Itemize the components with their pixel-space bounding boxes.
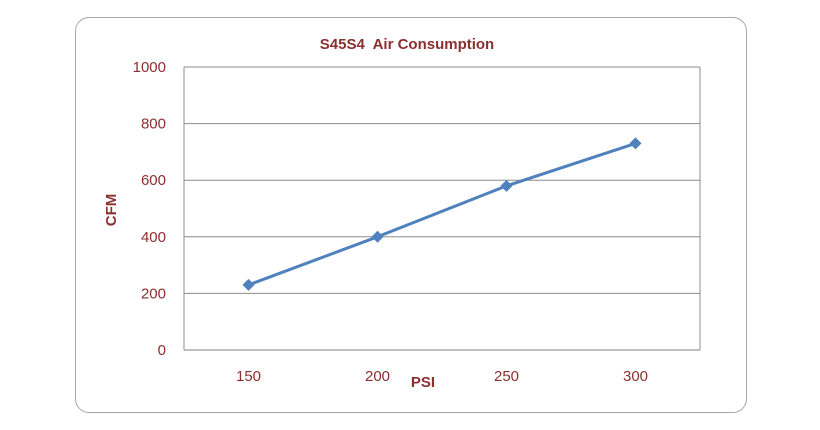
grid-layer: [183, 66, 701, 351]
y-tick-label: 800: [141, 116, 166, 133]
chart-title: S45S4 Air Consumption: [320, 36, 494, 53]
y-axis-title: CFM: [103, 194, 120, 227]
x-tick-label: 300: [623, 368, 648, 385]
data-point-marker: [500, 179, 513, 192]
data-point-marker: [242, 278, 255, 291]
y-tick-label: 1000: [133, 59, 166, 76]
data-point-marker: [629, 137, 642, 150]
y-tick-label: 200: [141, 285, 166, 302]
x-axis-title: PSI: [411, 374, 435, 391]
x-tick-label: 200: [365, 368, 390, 385]
tick-layer: 0 200 400 600 800 1000 150 200 250 300: [133, 59, 648, 385]
data-point-marker: [371, 230, 384, 243]
series-line: [247, 141, 636, 287]
x-tick-label: 150: [236, 368, 261, 385]
y-tick-label: 600: [141, 172, 166, 189]
series-layer: [242, 137, 642, 291]
chart-frame: [75, 17, 747, 413]
y-tick-label: 0: [158, 342, 166, 359]
x-tick-label: 250: [494, 368, 519, 385]
y-tick-label: 400: [141, 229, 166, 246]
